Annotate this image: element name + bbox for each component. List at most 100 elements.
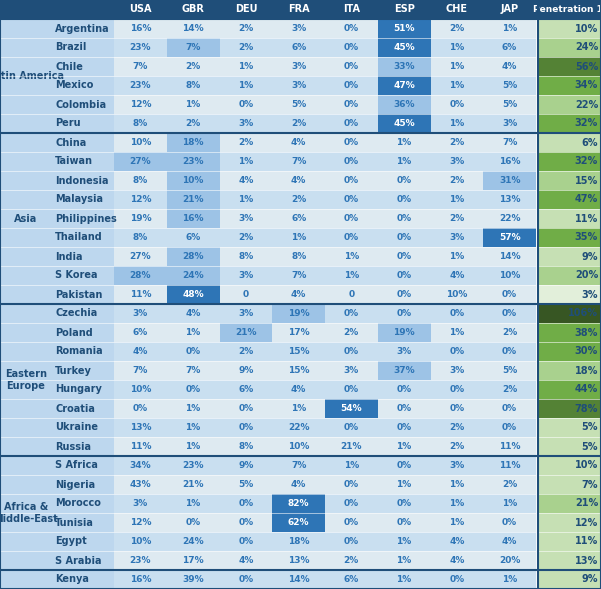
Text: 15%: 15% bbox=[288, 366, 310, 375]
Bar bbox=[0, 532, 114, 551]
Bar bbox=[483, 247, 536, 266]
Bar bbox=[166, 456, 219, 475]
Text: 5%: 5% bbox=[502, 366, 517, 375]
Text: 12%: 12% bbox=[130, 100, 151, 109]
Bar bbox=[114, 418, 166, 437]
Bar bbox=[538, 570, 601, 589]
Text: 0%: 0% bbox=[397, 499, 412, 508]
Text: 16%: 16% bbox=[182, 214, 204, 223]
Bar bbox=[166, 361, 219, 380]
Text: 13%: 13% bbox=[130, 423, 151, 432]
Text: 2%: 2% bbox=[238, 24, 254, 33]
Bar bbox=[219, 19, 272, 38]
Bar bbox=[483, 361, 536, 380]
Bar bbox=[166, 133, 219, 152]
Text: 3%: 3% bbox=[397, 347, 412, 356]
Text: Philippines: Philippines bbox=[55, 213, 117, 223]
Bar bbox=[325, 95, 378, 114]
Text: 2%: 2% bbox=[450, 423, 465, 432]
Bar bbox=[0, 437, 114, 456]
Bar bbox=[378, 456, 430, 475]
Bar bbox=[0, 342, 114, 361]
Bar bbox=[325, 323, 378, 342]
Bar bbox=[378, 209, 430, 228]
Bar bbox=[272, 209, 325, 228]
Bar bbox=[114, 475, 166, 494]
Bar bbox=[483, 532, 536, 551]
Bar bbox=[272, 190, 325, 209]
Text: 10%: 10% bbox=[499, 271, 520, 280]
Text: India: India bbox=[55, 252, 82, 262]
Bar bbox=[483, 342, 536, 361]
Text: 1%: 1% bbox=[186, 404, 201, 413]
Bar bbox=[430, 247, 483, 266]
Bar bbox=[0, 304, 114, 323]
Bar bbox=[272, 361, 325, 380]
Bar bbox=[483, 456, 536, 475]
Text: 5%: 5% bbox=[238, 480, 254, 489]
Text: 45%: 45% bbox=[393, 119, 415, 128]
Text: 10%: 10% bbox=[575, 461, 598, 471]
Bar bbox=[483, 171, 536, 190]
Bar bbox=[166, 114, 219, 133]
Text: 47%: 47% bbox=[393, 81, 415, 90]
Text: Mexico: Mexico bbox=[55, 81, 93, 91]
Text: 6%: 6% bbox=[291, 214, 307, 223]
Bar bbox=[378, 361, 430, 380]
Text: Poland: Poland bbox=[55, 327, 93, 337]
Text: 2%: 2% bbox=[450, 442, 465, 451]
Text: 34%: 34% bbox=[575, 81, 598, 91]
Text: 16%: 16% bbox=[130, 575, 151, 584]
Bar bbox=[166, 247, 219, 266]
Text: 1%: 1% bbox=[238, 157, 254, 166]
Bar bbox=[378, 247, 430, 266]
Bar bbox=[114, 57, 166, 76]
Bar bbox=[483, 285, 536, 304]
Text: 27%: 27% bbox=[130, 252, 151, 261]
Bar bbox=[538, 209, 601, 228]
Text: S Arabia: S Arabia bbox=[55, 555, 102, 565]
Bar bbox=[166, 551, 219, 570]
Bar bbox=[0, 418, 114, 437]
Bar bbox=[378, 152, 430, 171]
Bar bbox=[483, 323, 536, 342]
Bar bbox=[483, 114, 536, 133]
Text: Thailand: Thailand bbox=[55, 233, 103, 243]
Bar bbox=[166, 190, 219, 209]
Bar bbox=[538, 19, 601, 38]
Bar bbox=[325, 570, 378, 589]
Text: 0%: 0% bbox=[239, 499, 254, 508]
Bar bbox=[483, 380, 536, 399]
Bar bbox=[538, 266, 601, 285]
Text: 1%: 1% bbox=[186, 499, 201, 508]
Text: 1%: 1% bbox=[397, 138, 412, 147]
Text: 16%: 16% bbox=[130, 24, 151, 33]
Bar bbox=[114, 171, 166, 190]
Text: 0%: 0% bbox=[344, 385, 359, 394]
Text: 2%: 2% bbox=[502, 328, 517, 337]
Bar bbox=[114, 38, 166, 57]
Text: 0%: 0% bbox=[344, 214, 359, 223]
Bar bbox=[430, 304, 483, 323]
Bar bbox=[0, 380, 114, 399]
Text: 9%: 9% bbox=[238, 461, 254, 470]
Text: 15%: 15% bbox=[288, 347, 310, 356]
Text: 18%: 18% bbox=[182, 138, 204, 147]
Bar bbox=[378, 76, 430, 95]
Text: 2%: 2% bbox=[291, 195, 307, 204]
Bar bbox=[483, 399, 536, 418]
Text: ITA: ITA bbox=[343, 5, 360, 15]
Text: Romania: Romania bbox=[55, 346, 103, 356]
Bar bbox=[378, 323, 430, 342]
Bar bbox=[325, 380, 378, 399]
Text: Chile: Chile bbox=[55, 61, 83, 71]
Text: 1%: 1% bbox=[186, 100, 201, 109]
Bar bbox=[538, 532, 601, 551]
Text: 1%: 1% bbox=[344, 461, 359, 470]
Bar bbox=[538, 76, 601, 95]
Bar bbox=[114, 570, 166, 589]
Text: 1%: 1% bbox=[397, 480, 412, 489]
Text: 12%: 12% bbox=[130, 518, 151, 527]
Text: 19%: 19% bbox=[130, 214, 151, 223]
Bar bbox=[430, 437, 483, 456]
